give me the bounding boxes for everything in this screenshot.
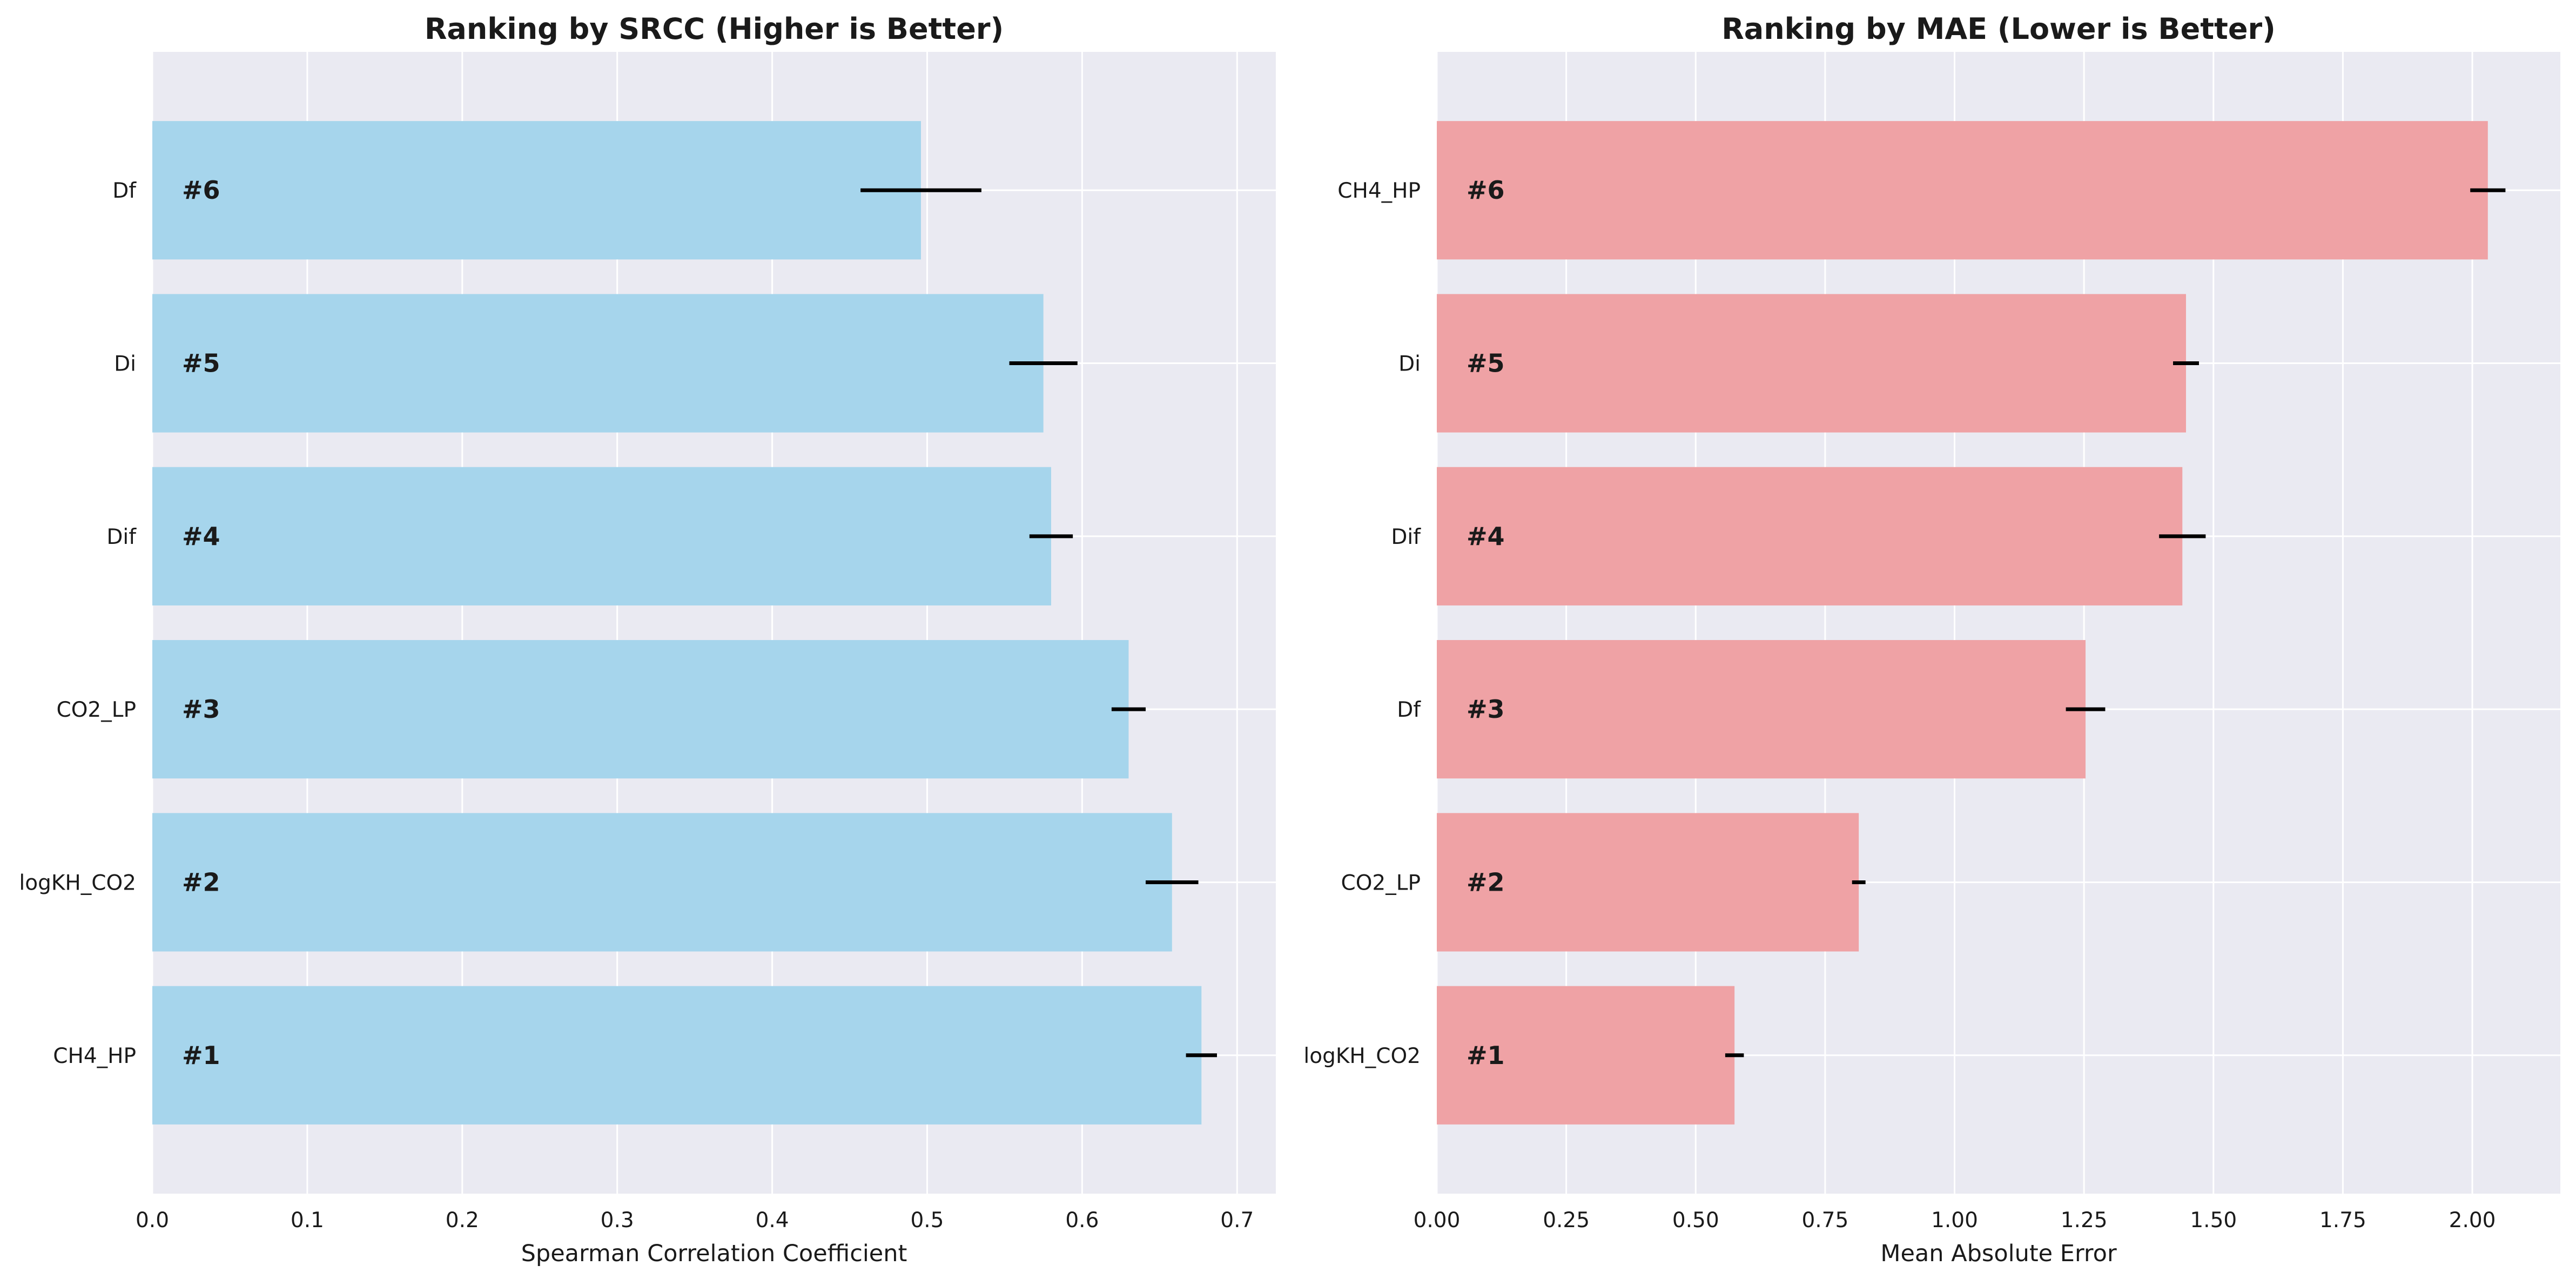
srcc-x-tick-2: 0.2: [446, 1208, 479, 1233]
srcc-x-tick-5: 0.5: [910, 1208, 944, 1233]
mae-x-tick-7: 1.75: [2319, 1208, 2366, 1233]
srcc-chart-title: Ranking by SRCC (Higher is Better): [425, 12, 1004, 46]
mae-x-tick-6: 1.50: [2190, 1208, 2237, 1233]
srcc-y-tick-CH4_HP: CH4_HP: [53, 1044, 136, 1068]
mae-bar-logKH_CO2: [1437, 986, 1735, 1125]
srcc-x-tick-labels: 0.0 0.1 0.2 0.3 0.4 0.5 0.6 0.7: [136, 1208, 1254, 1233]
srcc-y-tick-Df: Df: [112, 179, 137, 203]
srcc-bars: [152, 121, 1202, 1125]
srcc-x-tick-6: 0.6: [1065, 1208, 1099, 1233]
mae-x-tick-3: 0.75: [1801, 1208, 1848, 1233]
mae-bar-Dif: [1437, 467, 2183, 605]
mae-rank-label-4: #4: [1467, 522, 1505, 551]
mae-y-tick-CH4_HP: CH4_HP: [1337, 179, 1421, 203]
mae-x-tick-5: 1.25: [2061, 1208, 2108, 1233]
srcc-rank-label-6: #6: [182, 176, 220, 205]
srcc-rank-label-3: #3: [182, 695, 220, 724]
srcc-x-tick-4: 0.4: [756, 1208, 789, 1233]
mae-bar-CH4_HP: [1437, 121, 2488, 260]
srcc-x-tick-0: 0.0: [136, 1208, 169, 1233]
srcc-x-tick-1: 0.1: [291, 1208, 324, 1233]
mae-x-axis-label: Mean Absolute Error: [1880, 1240, 2117, 1267]
mae-rank-label-5: #5: [1467, 349, 1505, 378]
mae-y-tick-logKH_CO2: logKH_CO2: [1303, 1044, 1421, 1068]
mae-error-bars: [1725, 188, 2506, 1058]
srcc-bar-Dif: [152, 467, 1051, 605]
mae-rank-label-3: #3: [1467, 695, 1505, 724]
mae-chart-title: Ranking by MAE (Lower is Better): [1721, 12, 2276, 46]
mae-x-tick-labels: 0.00 0.25 0.50 0.75 1.00 1.25 1.50 1.75 2.00: [1414, 1208, 2496, 1233]
mae-bar-CO2_LP: [1437, 813, 1859, 952]
srcc-bar-CH4_HP: [152, 986, 1202, 1125]
mae-rank-labels: #1 #2 #3 #4 #5 #6: [1467, 176, 1505, 1070]
mae-rank-label-2: #2: [1467, 867, 1505, 897]
mae-rank-label-1: #1: [1467, 1041, 1505, 1070]
srcc-y-tick-logKH_CO2: logKH_CO2: [19, 871, 136, 895]
mae-y-tick-Dif: Dif: [1391, 525, 1421, 549]
srcc-error-bars: [860, 188, 1217, 1058]
srcc-bar-Di: [152, 294, 1044, 433]
mae-bars: [1437, 121, 2488, 1125]
mae-y-tick-Df: Df: [1397, 698, 1421, 722]
srcc-y-tick-labels: CH4_HP logKH_CO2 CO2_LP Dif Di Df: [19, 179, 137, 1068]
mae-x-tick-2: 0.50: [1672, 1208, 1719, 1233]
mae-bar-Df: [1437, 640, 2086, 779]
srcc-chart-panel: #1 #2 #3 #4 #5 #6 CH4_HP logKH_CO2 CO2_LP Dif Di D…: [19, 12, 1276, 1267]
srcc-x-axis-label: Spearman Correlation Coefficient: [521, 1240, 907, 1267]
srcc-bar-CO2_LP: [152, 640, 1129, 779]
srcc-rank-label-5: #5: [182, 349, 220, 378]
mae-x-tick-4: 1.00: [1931, 1208, 1978, 1233]
srcc-bar-Df: [152, 121, 922, 260]
mae-x-tick-0: 0.00: [1414, 1208, 1461, 1233]
srcc-x-tick-7: 0.7: [1220, 1208, 1254, 1233]
srcc-rank-label-2: #2: [182, 867, 220, 897]
mae-bar-Di: [1437, 294, 2186, 433]
srcc-bar-logKH_CO2: [152, 813, 1172, 952]
mae-x-tick-1: 0.25: [1543, 1208, 1590, 1233]
mae-x-tick-8: 2.00: [2449, 1208, 2496, 1233]
srcc-rank-label-1: #1: [182, 1041, 220, 1070]
mae-y-tick-labels: logKH_CO2 CO2_LP Df Dif Di CH4_HP: [1303, 179, 1421, 1068]
mae-chart-panel: #1 #2 #3 #4 #5 #6 logKH_CO2 CO2_LP Df Dif Di CH4_H…: [1303, 12, 2560, 1267]
srcc-rank-label-4: #4: [182, 522, 220, 551]
srcc-y-tick-Dif: Dif: [106, 525, 137, 549]
srcc-y-tick-Di: Di: [114, 352, 136, 376]
mae-y-tick-CO2_LP: CO2_LP: [1341, 871, 1421, 895]
srcc-x-tick-3: 0.3: [601, 1208, 634, 1233]
mae-rank-label-6: #6: [1467, 176, 1505, 205]
srcc-rank-labels: #1 #2 #3 #4 #5 #6: [182, 176, 220, 1070]
srcc-y-tick-CO2_LP: CO2_LP: [57, 698, 137, 722]
mae-y-tick-Di: Di: [1398, 352, 1421, 376]
